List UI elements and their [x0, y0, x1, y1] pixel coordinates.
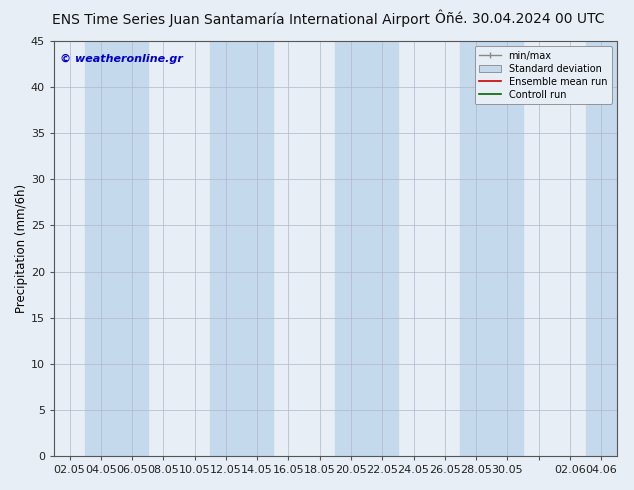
Bar	[335, 41, 398, 456]
Bar	[210, 41, 273, 456]
Legend: min/max, Standard deviation, Ensemble mean run, Controll run: min/max, Standard deviation, Ensemble me…	[474, 46, 612, 104]
Bar	[85, 41, 148, 456]
Bar	[460, 41, 523, 456]
Text: © weatheronline.gr: © weatheronline.gr	[60, 53, 183, 64]
Bar	[586, 41, 632, 456]
Y-axis label: Precipitation (mm/6h): Precipitation (mm/6h)	[15, 184, 28, 313]
Text: Ôñé. 30.04.2024 00 UTC: Ôñé. 30.04.2024 00 UTC	[435, 12, 605, 26]
Text: ENS Time Series Juan Santamaría International Airport: ENS Time Series Juan Santamaría Internat…	[52, 12, 430, 27]
